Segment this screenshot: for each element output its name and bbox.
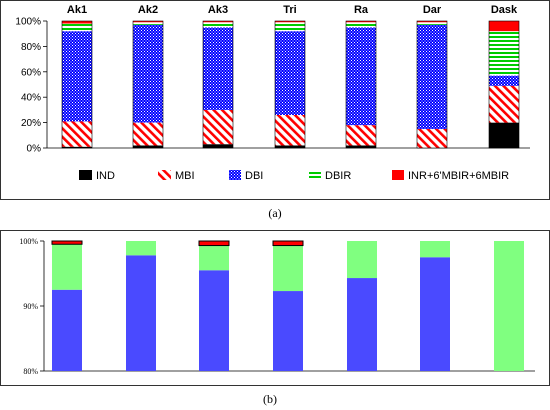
chart-a-legend: IND MBI DBI DBIR INR+6'MBIR+6MBIR bbox=[79, 170, 509, 182]
bar-a-ak2-inr-6-mbir-6mbir bbox=[133, 21, 163, 23]
bar-a-dar-dbi bbox=[417, 24, 447, 129]
bar-b-ak1-dbir bbox=[52, 244, 82, 290]
bar-a-dask-ind bbox=[489, 122, 519, 148]
bar-a-dar-inr-6-mbir-6mbir bbox=[417, 21, 447, 23]
bar-b-dar-dbir bbox=[420, 241, 450, 258]
bar-a-tri-ind bbox=[275, 145, 305, 148]
bar-a-dask-dbi bbox=[489, 75, 519, 86]
bar-b-ra-dbi bbox=[347, 278, 377, 371]
bar-a-tri-mbi bbox=[275, 114, 305, 146]
bar-a-ak3-dbir bbox=[203, 22, 233, 28]
chart-a-bars bbox=[61, 20, 520, 149]
bar-a-ak2-dbir bbox=[133, 22, 163, 25]
bar-a-dar-dbir bbox=[417, 22, 447, 25]
bar-a-ak1-mbi bbox=[62, 121, 92, 147]
chart-a-category-labels: Ak1 Ak2 Ak3 Tri Ra Dar Dask bbox=[67, 4, 518, 16]
category-label-ak1: Ak1 bbox=[67, 4, 87, 16]
bar-a-tri-dbir bbox=[275, 22, 305, 32]
bar-a-dar-mbi bbox=[417, 128, 447, 148]
legend-label-dbir: DBIR bbox=[325, 170, 351, 182]
legend-label-mbi: MBI bbox=[175, 170, 195, 182]
bar-b-tri-dbir bbox=[273, 245, 303, 292]
bar-a-tri-dbi bbox=[275, 31, 305, 115]
legend-label-dbi: DBI bbox=[245, 170, 263, 182]
panel-label-a: (a) bbox=[268, 206, 281, 220]
legend-swatch-inr-6-mbir-6mbir bbox=[392, 170, 404, 180]
bar-a-dask-inr-6-mbir-6mbir bbox=[489, 21, 519, 32]
legend-swatch-mbi bbox=[158, 170, 171, 180]
bar-b-tri-inr-6-mbir-6mbir bbox=[272, 240, 304, 247]
bar-a-dask-dbir bbox=[489, 31, 519, 76]
bar-a-ak1-dbi bbox=[62, 31, 92, 122]
bar-a-outline-tri bbox=[274, 20, 306, 149]
bar-a-outline-ak2 bbox=[132, 20, 164, 149]
bar-a-outline-dar bbox=[416, 20, 448, 149]
bar-a-ra-inr-6-mbir-6mbir bbox=[346, 21, 376, 23]
bar-a-outline-dask bbox=[488, 20, 520, 149]
category-label-dar: Dar bbox=[423, 4, 442, 16]
category-label-tri: Tri bbox=[283, 4, 296, 16]
bar-b-ak2-dbi bbox=[126, 255, 156, 371]
bar-a-ak1-dbir bbox=[62, 23, 92, 32]
legend-swatch-dbir bbox=[309, 170, 321, 180]
bar-a-ra-mbi bbox=[346, 125, 376, 146]
chart-a-y-tick-label: 80% bbox=[21, 42, 41, 53]
bar-a-ak3-ind bbox=[203, 144, 233, 148]
bar-a-ak1-ind bbox=[62, 146, 92, 148]
bar-b-ra-dbir bbox=[347, 241, 377, 279]
legend-label-inr-6-mbir-6mbir: INR+6'MBIR+6MBIR bbox=[408, 170, 509, 182]
bar-b-ak3-dbi bbox=[199, 270, 229, 371]
bar-b-ak3-dbir bbox=[199, 245, 229, 271]
chart-a: 0% 20% 40% 60% 80% 100% Ak1 Ak2 Ak3 Tri Ra Dar Dask… bbox=[0, 0, 550, 200]
bar-b-ak1-dbi bbox=[52, 289, 82, 371]
bar-b-ak3-inr-6-mbir-6mbir bbox=[198, 240, 230, 247]
legend-swatch-ind bbox=[79, 170, 92, 180]
bar-a-ra-dbi bbox=[346, 27, 376, 126]
chart-a-y-tick-label: 20% bbox=[21, 118, 41, 129]
bar-b-dar-dbi bbox=[420, 257, 450, 371]
bar-a-outline-ak1 bbox=[61, 20, 93, 149]
chart-b: 80% 90% 100% bbox=[0, 230, 550, 386]
bar-b-tri-dbi bbox=[273, 291, 303, 371]
bar-a-outline-ra bbox=[345, 20, 377, 149]
bar-a-ra-ind bbox=[346, 145, 376, 148]
bar-b-dask-dbir bbox=[494, 241, 524, 371]
panel-label-b: (b) bbox=[263, 392, 277, 406]
chart-a-y-axis: 0% 20% 40% 60% 80% 100% bbox=[15, 17, 530, 155]
chart-a-y-tick-label: 60% bbox=[21, 67, 41, 78]
legend-swatch-dbi bbox=[229, 170, 241, 180]
bar-a-ra-dbir bbox=[346, 22, 376, 28]
bar-a-dask-mbi bbox=[489, 85, 519, 123]
bar-a-ak3-dbi bbox=[203, 27, 233, 110]
category-label-ak3: Ak3 bbox=[208, 4, 228, 16]
chart-a-y-tick-label: 40% bbox=[21, 93, 41, 104]
bar-a-outline-ak3 bbox=[202, 20, 234, 149]
bar-a-ak1-inr-6-mbir-6mbir bbox=[62, 21, 92, 24]
chart-a-y-tick-label: 100% bbox=[15, 17, 41, 28]
bar-a-ak2-mbi bbox=[133, 122, 163, 146]
chart-b-y-tick-label: 100% bbox=[19, 237, 38, 246]
category-label-ak2: Ak2 bbox=[138, 4, 158, 16]
chart-b-y-tick-label: 80% bbox=[23, 367, 38, 376]
chart-b-y-tick-label: 90% bbox=[23, 302, 38, 311]
bar-a-tri-inr-6-mbir-6mbir bbox=[275, 21, 305, 23]
category-label-ra: Ra bbox=[354, 4, 369, 16]
category-label-dask: Dask bbox=[491, 4, 518, 16]
bar-a-ak2-dbi bbox=[133, 24, 163, 123]
bar-a-ak2-ind bbox=[133, 145, 163, 148]
legend-label-ind: IND bbox=[96, 170, 115, 182]
bar-a-ak3-inr-6-mbir-6mbir bbox=[203, 21, 233, 23]
chart-b-bars bbox=[51, 240, 524, 371]
bar-b-ak2-dbir bbox=[126, 241, 156, 256]
chart-a-y-tick-label: 0% bbox=[27, 144, 42, 155]
bar-b-ak1-inr-6-mbir-6mbir bbox=[51, 240, 83, 245]
bar-a-ak3-mbi bbox=[203, 109, 233, 145]
